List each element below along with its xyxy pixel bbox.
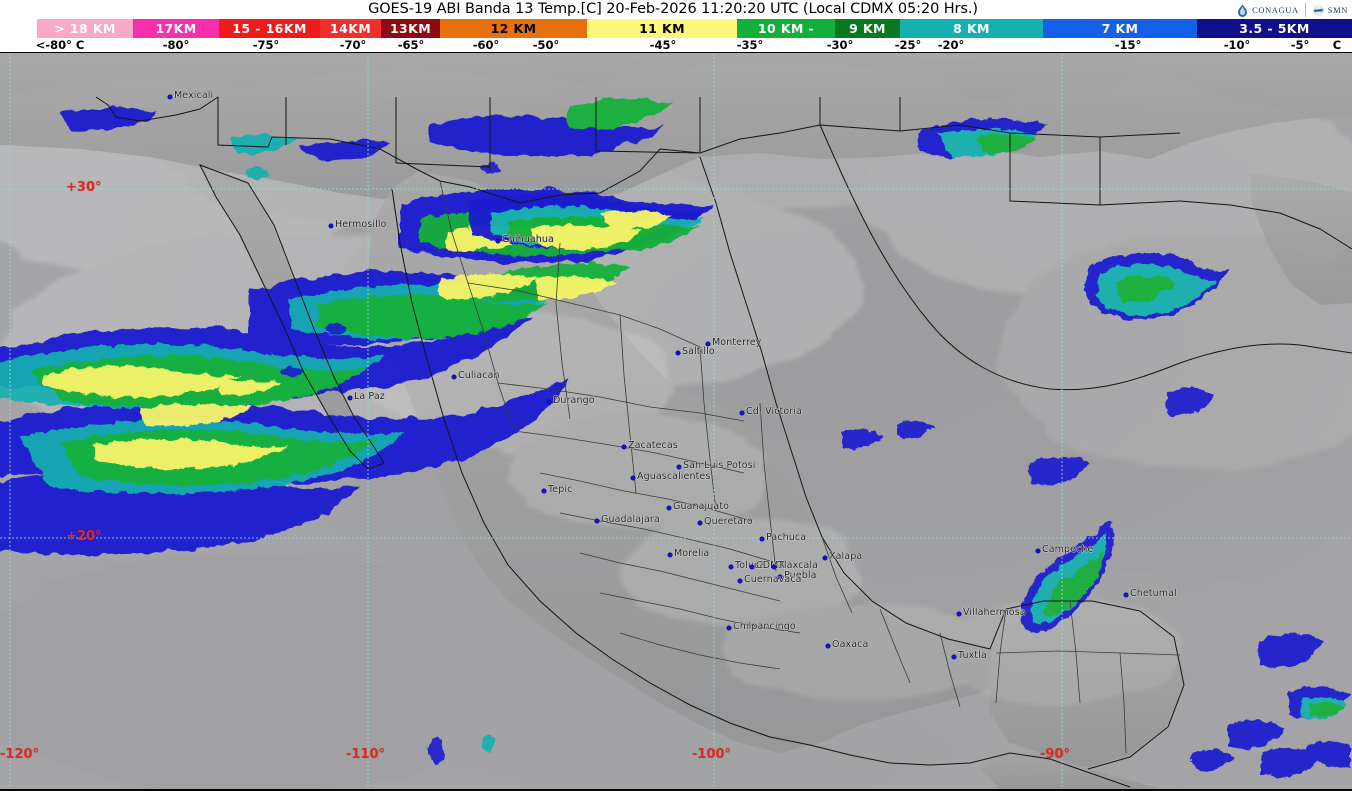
conagua-label: CONAGUA	[1252, 5, 1299, 15]
colorbar-segment: 11 KM	[587, 19, 737, 38]
colorbar-segment: 12 KM	[440, 19, 587, 38]
colorbar-segment: 14KM	[320, 19, 381, 38]
colorbar-tick: C	[1332, 38, 1342, 52]
coordinate-grid	[0, 53, 1352, 789]
colorbar-tick: -65°	[397, 38, 425, 52]
titlebar: GOES-19 ABI Banda 13 Temp.[C] 20-Feb-202…	[0, 0, 1352, 19]
storm-cluster-gulf	[917, 118, 1228, 320]
colorbar-tick: -25°	[894, 38, 922, 52]
temperature-colorbar: > 18 KM 17KM 15 - 16KM 14KM 13KM 12 KM 11 KM 10…	[0, 19, 1352, 52]
colorbar-segment: 15 - 16KM	[219, 19, 320, 38]
colorbar-tick: -30°	[826, 38, 854, 52]
colorbar-ticks: <-80° C -80° -75° -70° -65° -60° -50° -45° -35° -…	[0, 38, 1352, 52]
colorbar-segment: 10 KM -	[737, 19, 835, 38]
smn-logo: SMN	[1312, 4, 1348, 17]
water-drop-icon	[1238, 4, 1248, 17]
colorbar-tick: -5°	[1290, 38, 1310, 52]
colorbar-tick: -45°	[649, 38, 677, 52]
colorbar-tick: -75°	[252, 38, 280, 52]
colorbar-tick: -60°	[472, 38, 500, 52]
colorbar-tick: -80°	[162, 38, 190, 52]
page-title: GOES-19 ABI Banda 13 Temp.[C] 20-Feb-202…	[368, 1, 978, 17]
colorbar-segment: 13KM	[381, 19, 440, 38]
colorbar-segments: > 18 KM 17KM 15 - 16KM 14KM 13KM 12 KM 11 KM 10…	[0, 19, 1352, 38]
conagua-logo: CONAGUA	[1236, 4, 1299, 17]
colorbar-tick: -10°	[1223, 38, 1251, 52]
colorbar-segment: 7 KM	[1043, 19, 1197, 38]
colorbar-tick: -50°	[532, 38, 560, 52]
colorbar-tick: -15°	[1114, 38, 1142, 52]
colorbar-segment: 9 KM	[835, 19, 900, 38]
storm-cluster-chihuahua	[470, 194, 708, 251]
colorbar-segment: 17KM	[133, 19, 219, 38]
storm-cells-southeast	[1192, 633, 1352, 777]
colorbar-segment: 3.5 - 5KM	[1197, 19, 1352, 38]
agency-logos: CONAGUA SMN	[1236, 1, 1348, 19]
cyclone-icon	[1312, 4, 1325, 16]
country-borders	[95, 96, 1352, 788]
colorbar-segment: 8 KM	[900, 19, 1043, 38]
colorbar-tick: <-80° C	[35, 38, 85, 52]
colorbar-segment: > 18 KM	[37, 19, 133, 38]
colorbar-tick: -35°	[736, 38, 764, 52]
colorbar-tick: -20°	[937, 38, 965, 52]
logo-divider	[1304, 3, 1306, 17]
gulf-coast-cells	[840, 387, 1214, 633]
smn-label: SMN	[1327, 5, 1348, 15]
satellite-map[interactable]: +30° +20° -120° -110° -100° -90° Mexicali Herm…	[0, 52, 1352, 791]
infrared-satellite-image	[0, 53, 1352, 789]
colorbar-tick: -70°	[339, 38, 367, 52]
